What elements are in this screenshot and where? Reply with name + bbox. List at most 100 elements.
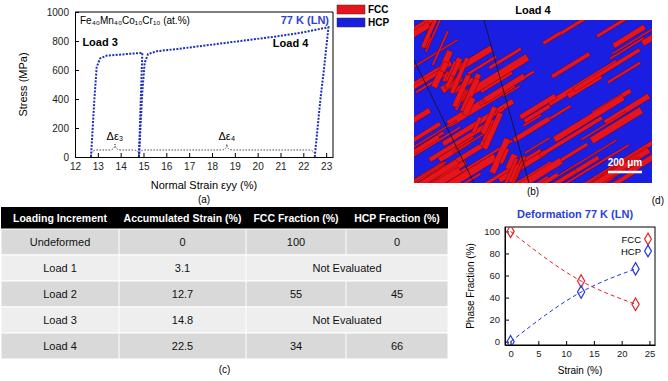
y-axis-tick: 40 [489,292,509,303]
table-cell-border [119,307,120,333]
table-header: Loading Increment [13,212,107,224]
x-axis-tick: 20 [617,341,628,359]
y-axis-tick-label: 0 [63,152,69,163]
x-axis-tick-mark [258,153,259,157]
x-axis-tick: 21 [275,153,287,172]
y-axis-tick-label: 20 [489,314,500,325]
phase-lath [553,95,625,143]
x-axis-tick: 19 [230,153,242,172]
table-cell-border [119,255,120,281]
x-axis-tick-mark [566,341,567,345]
x-axis-tick-mark [143,153,144,157]
y-axis-tick: 800 [52,36,79,47]
x-axis-title: Strain (%) [558,365,602,376]
y-axis-tick: 1000 [47,7,79,18]
curve [139,27,329,157]
table-cell: 0 [394,236,400,248]
table-cell-border [346,333,347,359]
series-label: Load 3 [82,36,117,48]
phase-lath [479,70,535,106]
x-axis-tick-mark [121,153,122,157]
x-axis-tick: 15 [138,153,150,172]
series-label: Load 4 [273,37,309,49]
phase-lath [589,148,650,183]
phase-map [414,20,652,183]
x-axis-tick-label: 22 [298,161,310,172]
plot-area [507,227,639,345]
table-header-bg [1,207,448,229]
x-axis-tick: 13 [93,153,105,172]
table-cell-border [246,255,247,281]
table-cell: Load 4 [43,340,77,352]
y-axis-line [505,228,506,346]
phase-lath [462,96,476,116]
table-cell: Not Evaluated [312,262,381,274]
table-row-bg [1,229,448,255]
phase-lath [596,20,629,38]
x-axis-tick-mark [166,153,167,157]
x-axis-tick-label: 15 [138,161,150,172]
x-axis-tick: 10 [561,341,572,359]
y-axis-tick: 400 [52,94,79,105]
x-axis-tick-mark [189,153,190,157]
x-axis-tick: 16 [161,153,173,172]
x-axis-tick-mark [326,153,327,157]
x-axis-line [506,345,656,346]
x-axis-title: Normal Strain εyy (%) [151,179,257,191]
panel-d: 0510152025020406080100FCCHCPDeformation … [465,195,664,376]
y-axis-tick: 600 [52,65,79,76]
phase-lath [509,156,526,184]
table-row-bg [1,255,448,281]
x-axis-tick-label: 21 [275,161,287,172]
phase-lath [542,32,561,45]
y-axis-tick: 60 [489,270,509,281]
x-axis-tick: 5 [536,341,541,359]
panel-label: (b) [527,186,539,197]
x-axis-tick-mark [303,153,304,157]
trend-line [511,269,636,342]
panel-c: Loading IncrementAccumulated Strain (%)F… [1,207,448,375]
table-cell: 34 [290,340,302,352]
y-axis-tick: 0 [63,152,79,163]
curve [91,53,142,157]
y-axis-tick-label: 800 [52,36,69,47]
table-cell: 45 [391,288,403,300]
x-axis-tick-label: 16 [161,161,173,172]
legend-swatch [337,18,365,27]
phase-lath [414,159,459,183]
x-axis-tick-label: 10 [561,348,572,359]
table-cell: Load 3 [43,314,77,326]
panel-label: (c) [219,364,231,375]
phase-lath [539,116,603,157]
y-axis-tick-mark [75,12,79,13]
y-axis-tick-mark [505,298,509,299]
y-axis-title: Stress (MPa) [17,52,29,116]
trend-line [511,231,636,304]
y-axis-tick-label: 40 [489,292,500,303]
panel-label: (d) [652,195,664,206]
phase-lath [467,55,497,75]
x-axis-tick-mark [622,341,623,345]
table-cell: 100 [287,236,305,248]
y-axis-tick-label: 600 [52,65,69,76]
table-cell-border [119,333,120,359]
y-axis-tick-mark [75,70,79,71]
x-axis-line [76,157,334,158]
legend-label: FCC [368,4,389,15]
table-header: FCC Fraction (%) [253,212,338,224]
x-axis-tick: 22 [298,153,310,172]
table-cell-border [246,333,247,359]
y-axis-tick-label: 0 [495,336,500,347]
plot-frame [75,12,333,13]
x-axis-tick-mark [538,341,539,345]
brace [91,144,139,156]
x-axis: 0510152025 [506,341,656,359]
annotation: Δε₃ [107,130,124,142]
phase-lath [641,32,652,46]
phase-lath [573,48,641,92]
grain-boundary [414,20,529,183]
brace [139,144,315,156]
title: 77 K (LN) [281,14,330,26]
legend-label: HCP [621,246,641,257]
y-axis-tick-mark [505,253,509,254]
